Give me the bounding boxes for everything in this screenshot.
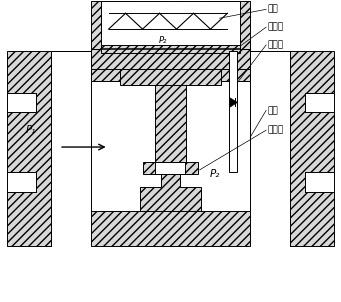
- Text: P₂: P₂: [209, 169, 220, 179]
- Polygon shape: [91, 2, 250, 49]
- Text: P₁: P₁: [26, 125, 36, 135]
- Text: 感压膜: 感压膜: [267, 23, 283, 32]
- Bar: [91, 51, 121, 81]
- Polygon shape: [6, 51, 51, 246]
- Bar: [6, 92, 36, 112]
- Bar: [91, 81, 250, 211]
- Bar: [91, 49, 250, 69]
- Bar: [155, 81, 186, 162]
- Bar: [91, 211, 250, 246]
- Polygon shape: [140, 172, 201, 211]
- Bar: [6, 172, 36, 192]
- Bar: [229, 51, 237, 172]
- Bar: [158, 0, 183, 5]
- Text: P₂: P₂: [159, 36, 167, 44]
- Bar: [155, 162, 185, 174]
- Polygon shape: [51, 51, 120, 246]
- Text: 阀塞: 阀塞: [267, 106, 278, 115]
- Bar: [305, 172, 335, 192]
- Polygon shape: [290, 51, 335, 246]
- Polygon shape: [221, 51, 290, 246]
- Text: 密封垫: 密封垫: [267, 126, 283, 135]
- Text: 导压管: 导压管: [267, 40, 283, 50]
- Bar: [101, 45, 240, 53]
- Bar: [220, 51, 250, 81]
- Polygon shape: [229, 98, 237, 108]
- Text: 弹簧: 弹簧: [267, 5, 278, 14]
- Bar: [101, 2, 240, 49]
- Bar: [143, 162, 198, 174]
- Bar: [305, 92, 335, 112]
- Bar: [120, 69, 221, 85]
